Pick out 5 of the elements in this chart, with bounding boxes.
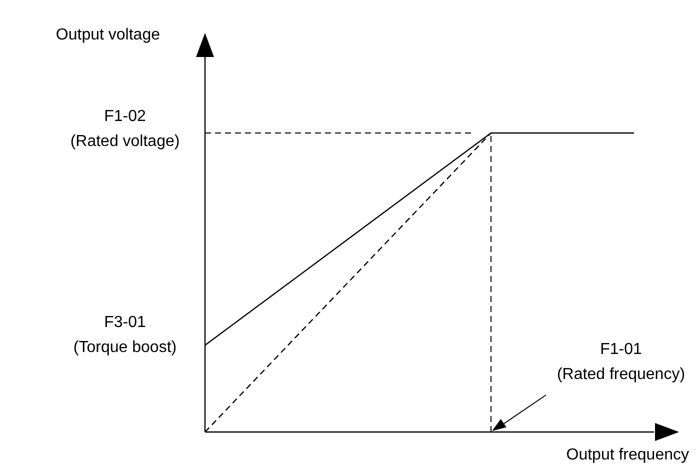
text: Output voltage xyxy=(56,26,160,44)
annotation: F1-01 (Rated frequency) xyxy=(556,340,686,383)
x-axis-title: Output frequency xyxy=(566,446,689,464)
text: F3-01 (Torque boost) xyxy=(73,314,177,356)
ref-line-label: F1-02 (Rated voltage) xyxy=(70,108,180,150)
